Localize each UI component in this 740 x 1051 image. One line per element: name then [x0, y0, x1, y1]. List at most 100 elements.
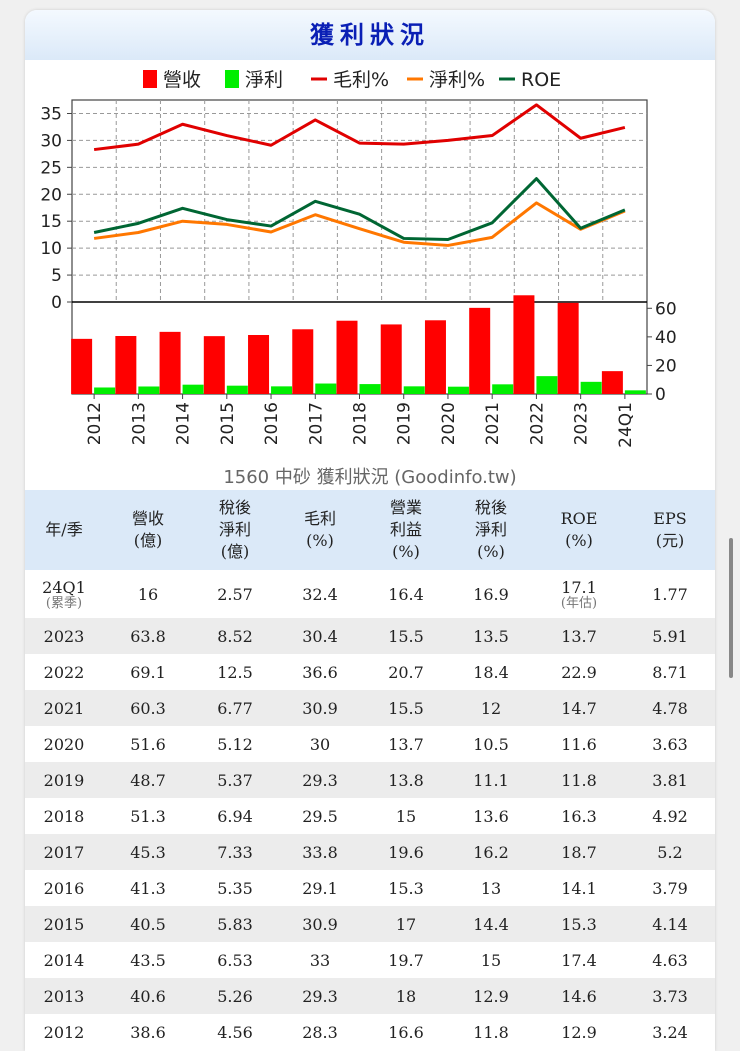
cell-value: 2015 — [43, 914, 85, 934]
cell-op-margin: 18 — [363, 978, 449, 1014]
cell-value: 14.4 — [473, 914, 509, 934]
cell-revenue: 60.3 — [103, 690, 193, 726]
profit-chart: 營收 淨利 毛利% 淨利% ROE 0 5 10 15 20 25 30 35 0 20 40 60 2012 20… — [40, 69, 677, 448]
cell-net-income: 6.53 — [193, 942, 277, 978]
cell-year: 2019 — [25, 762, 103, 798]
table-row: 2023 63.8 8.52 30.4 15.5 13.5 13.7 5.91 — [25, 618, 715, 654]
cell-value: 30.9 — [302, 914, 338, 934]
cell-revenue: 51.6 — [103, 726, 193, 762]
cell-value: 16.9 — [473, 584, 509, 604]
cell-value: 22.9 — [561, 662, 597, 682]
legend-label: 營收 — [163, 69, 201, 91]
cell-gross-margin: 30.4 — [277, 618, 363, 654]
cell-value: 6.94 — [217, 806, 253, 826]
cell-value: 28.3 — [302, 1022, 338, 1042]
header-line: (%) — [565, 531, 593, 550]
cell-value: 4.92 — [652, 806, 688, 826]
cell-value: 4.78 — [652, 698, 688, 718]
bar-net-income — [624, 390, 646, 394]
cell-net-income: 7.33 — [193, 834, 277, 870]
table-row: 2020 51.6 5.12 30 13.7 10.5 11.6 3.63 — [25, 726, 715, 762]
header-line: ROE — [560, 509, 598, 528]
x-tick-label: 2023 — [572, 402, 592, 445]
cell-net-margin: 10.5 — [449, 726, 533, 762]
bar-net-income — [315, 383, 337, 394]
series-line — [93, 201, 626, 247]
cell-value: 3.63 — [652, 734, 688, 754]
cell-value: 2021 — [43, 698, 85, 718]
cell-value: 18.7 — [561, 842, 597, 862]
cell-net-margin: 11.1 — [449, 762, 533, 798]
cell-value: 6.77 — [217, 698, 253, 718]
y-tick-label: 35 — [40, 104, 62, 124]
legend-label: ROE — [521, 69, 561, 91]
y-tick-label: 30 — [40, 131, 62, 151]
table-body: 24Q1 (累季) 16 2.57 32.4 16.4 16.9 17.1 (年估) 1.77 20… — [25, 570, 715, 1050]
cell-roe: 16.3 — [533, 798, 625, 834]
cell-value: 5.91 — [652, 626, 688, 646]
cell-net-margin: 16.2 — [449, 834, 533, 870]
cell-value: 13.7 — [388, 734, 424, 754]
scrollbar[interactable] — [729, 538, 733, 678]
table-header: 年/季 營收 (億) 稅後 淨利 (億) 毛利 (%) 營業 利益 (%) 稅後 淨利 (%) ROE (%)… — [25, 490, 715, 570]
table-row: 2016 41.3 5.35 29.1 15.3 13 14.1 3.79 — [25, 870, 715, 906]
cell-value: 8.52 — [217, 626, 253, 646]
column-header: 稅後 淨利 (%) — [449, 490, 533, 570]
cell-net-margin: 18.4 — [449, 654, 533, 690]
cell-value: 2020 — [43, 734, 85, 754]
cell-roe: 14.1 — [533, 870, 625, 906]
cell-roe: 17.1 (年估) — [533, 570, 625, 618]
bar-net-income — [447, 386, 469, 394]
cell-op-margin: 15.5 — [363, 690, 449, 726]
cell-op-margin: 15.3 — [363, 870, 449, 906]
legend-swatch — [143, 70, 157, 88]
cell-value: 5.83 — [217, 914, 253, 934]
legend-swatch — [225, 70, 239, 88]
header-line: 淨利 — [474, 520, 507, 539]
cell-value: 36.6 — [302, 662, 338, 682]
column-header: 毛利 (%) — [277, 490, 363, 570]
cell-eps: 4.92 — [625, 798, 715, 834]
cell-value: 3.79 — [652, 878, 688, 898]
cell-roe: 22.9 — [533, 654, 625, 690]
x-tick-label: 2019 — [395, 402, 415, 445]
cell-eps: 8.71 — [625, 654, 715, 690]
cell-value: 16.6 — [388, 1022, 424, 1042]
cell-value: 32.4 — [302, 584, 338, 604]
cell-eps: 4.14 — [625, 906, 715, 942]
cell-op-margin: 17 — [363, 906, 449, 942]
cell-year: 2017 — [25, 834, 103, 870]
bar-net-income — [359, 384, 381, 394]
cell-gross-margin: 29.5 — [277, 798, 363, 834]
column-header: 營收 (億) — [103, 490, 193, 570]
bar-revenue — [380, 324, 402, 394]
y2-tick-label: 20 — [655, 356, 677, 376]
header-line: (元) — [655, 531, 685, 550]
legend-label: 淨利 — [245, 69, 283, 91]
header-line: 毛利 — [303, 509, 336, 528]
column-header: 營業 利益 (%) — [363, 490, 449, 570]
cell-value: 2013 — [43, 986, 85, 1006]
cell-net-margin: 12 — [449, 690, 533, 726]
bar-net-income — [536, 376, 558, 394]
cell-value: 13 — [480, 878, 502, 898]
cell-net-margin: 14.4 — [449, 906, 533, 942]
cell-value: 17.4 — [561, 950, 597, 970]
header-line: 營收 — [131, 509, 164, 528]
cell-gross-margin: 32.4 — [277, 570, 363, 618]
cell-value: 2023 — [43, 626, 85, 646]
bar-net-income — [138, 386, 160, 394]
y2-tick-label: 40 — [655, 328, 677, 348]
cell-revenue: 63.8 — [103, 618, 193, 654]
x-tick-label: 2012 — [85, 402, 105, 445]
y-tick-label: 0 — [51, 293, 62, 313]
cell-year: 2022 — [25, 654, 103, 690]
cell-roe: 11.6 — [533, 726, 625, 762]
cell-year: 2020 — [25, 726, 103, 762]
cell-value: 11.6 — [561, 734, 597, 754]
cell-revenue: 51.3 — [103, 798, 193, 834]
cell-value: 15 — [480, 950, 502, 970]
cell-net-income: 5.35 — [193, 870, 277, 906]
table-row: 2019 48.7 5.37 29.3 13.8 11.1 11.8 3.81 — [25, 762, 715, 798]
cell-value: 12 — [480, 698, 502, 718]
